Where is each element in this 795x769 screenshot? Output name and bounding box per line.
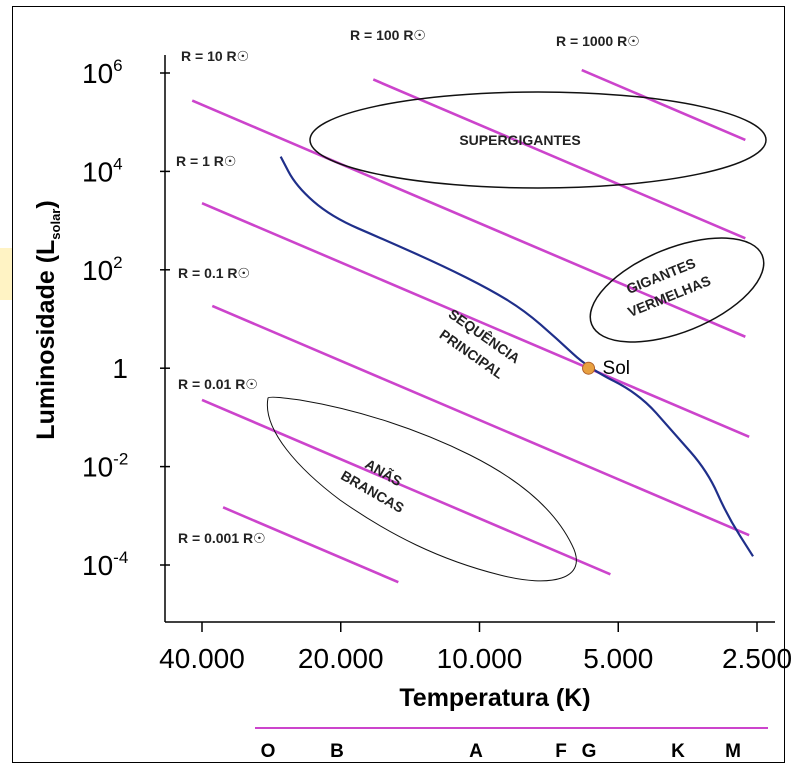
radius-line — [581, 68, 746, 142]
spectral-class-label: B — [330, 741, 344, 762]
y-axis-title: Luminosidade (Lsolar) — [32, 200, 63, 439]
radius-label: R = 0.1 R☉ — [178, 265, 250, 281]
spectral-class-label: A — [469, 741, 483, 762]
y-axis-title-group: Luminosidade (Lsolar) — [32, 200, 63, 439]
y-ticks-group: 106 104 102 1 10-2 10-4 — [82, 56, 170, 581]
spectral-class-label: F — [555, 741, 567, 762]
radius-label: R = 0.001 R☉ — [178, 530, 266, 546]
radius-label: R = 0.01 R☉ — [178, 376, 258, 392]
radius-label: R = 100 R☉ — [350, 27, 426, 43]
spectral-class-label: G — [582, 741, 597, 762]
x-tick-label: 40.000 — [159, 643, 245, 674]
radius-line — [372, 78, 746, 240]
y-tick-label: 106 — [82, 56, 123, 89]
region-outlines-group — [266, 91, 767, 582]
main-sequence-group — [279, 156, 754, 557]
y-tick-label: 10-2 — [82, 450, 128, 483]
radius-lines-group: R = 0.001 R☉ R = 0.01 R☉ R = 0.1 R☉ R = 1 R… — [176, 27, 750, 584]
main-sequence-curve — [279, 156, 754, 557]
radius-label: R = 1 R☉ — [176, 153, 236, 169]
x-tick-label: 2.500 — [722, 643, 792, 674]
x-ticks-group: 40.000 20.000 10.000 5.000 2.500 — [159, 622, 792, 674]
radius-line — [201, 201, 750, 438]
x-tick-label: 5.000 — [583, 643, 653, 674]
radius-label: R = 1000 R☉ — [556, 33, 640, 49]
radius-line — [222, 506, 399, 584]
sun-group: Sol — [582, 358, 630, 379]
radius-label: R = 10 R☉ — [181, 48, 249, 64]
spectral-class-label: K — [671, 741, 685, 762]
x-axis-title: Temperatura (K) — [399, 684, 590, 712]
radius-line — [211, 304, 750, 537]
y-tick-label: 10-4 — [82, 548, 128, 581]
radius-line — [191, 99, 746, 338]
sun-marker — [582, 361, 596, 375]
y-tick-label: 1 — [112, 353, 128, 384]
chart-frame — [12, 6, 785, 763]
supergiants-label: SUPERGIGANTES — [459, 132, 580, 148]
spectral-class-label: M — [725, 741, 741, 762]
axes-group — [164, 55, 775, 623]
left-highlight-strip — [0, 248, 12, 300]
y-tick-label: 104 — [82, 154, 123, 187]
sun-label: Sol — [603, 358, 630, 379]
white-dwarfs-outline — [266, 396, 577, 582]
x-tick-label: 20.000 — [298, 643, 384, 674]
red-giants-outline — [589, 237, 765, 343]
x-tick-label: 10.000 — [437, 643, 523, 674]
supergiants-outline — [309, 91, 767, 189]
spectral-class-label: O — [261, 741, 276, 762]
supergiants-label-group: SUPERGIGANTES — [459, 132, 580, 148]
radius-line — [201, 398, 611, 576]
y-tick-label: 102 — [82, 253, 123, 286]
